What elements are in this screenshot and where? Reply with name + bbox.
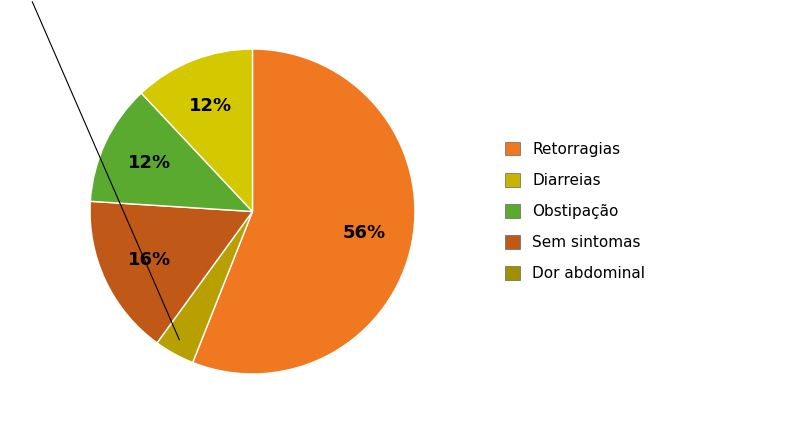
Wedge shape <box>141 49 252 212</box>
Text: 12%: 12% <box>128 154 171 172</box>
Legend: Retorragias, Diarreias, Obstipação, Sem sintomas, Dor abdominal: Retorragias, Diarreias, Obstipação, Sem … <box>505 142 645 281</box>
Wedge shape <box>91 93 252 212</box>
Wedge shape <box>157 212 252 363</box>
Wedge shape <box>193 49 415 374</box>
Text: 56%: 56% <box>342 224 386 242</box>
Text: 4%: 4% <box>11 0 179 340</box>
Text: 16%: 16% <box>128 251 171 269</box>
Wedge shape <box>90 201 252 343</box>
Text: 12%: 12% <box>189 97 232 115</box>
